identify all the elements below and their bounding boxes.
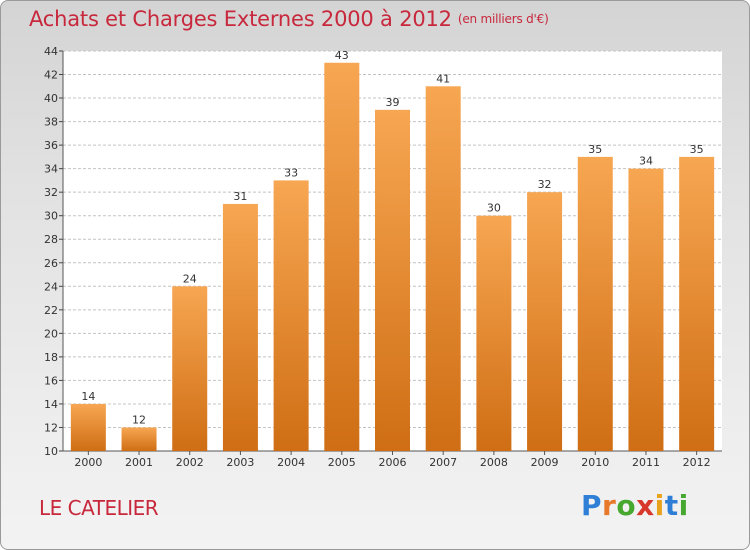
y-tick-label: 24: [44, 280, 58, 293]
y-tick-label: 36: [44, 139, 58, 152]
bar: [324, 62, 360, 451]
logo-letter: i: [678, 489, 689, 522]
x-tick-label: 2002: [176, 456, 204, 469]
data-label: 24: [183, 272, 197, 285]
x-tick-label: 2000: [74, 456, 102, 469]
proxiti-logo: Proxiti: [581, 489, 689, 522]
y-tick-label: 14: [44, 398, 58, 411]
y-tick-label: 28: [44, 233, 58, 246]
bar: [273, 180, 309, 452]
x-tick-label: 2006: [379, 456, 407, 469]
x-tick-label: 2007: [429, 456, 457, 469]
location-label: LE CATELIER: [39, 496, 159, 520]
data-label: 12: [132, 413, 146, 426]
data-label: 34: [639, 155, 653, 168]
data-label: 35: [588, 143, 602, 156]
chart-title: Achats et Charges Externes 2000 à 2012 (e…: [29, 7, 549, 31]
logo-letter: r: [602, 489, 617, 522]
y-tick-label: 32: [44, 186, 58, 199]
bar: [222, 203, 258, 451]
bar: [425, 86, 461, 451]
x-tick-label: 2001: [125, 456, 153, 469]
bar: [121, 427, 157, 451]
x-tick-label: 2003: [226, 456, 254, 469]
data-label: 31: [233, 190, 247, 203]
data-label: 30: [487, 202, 501, 215]
data-label: 43: [335, 49, 349, 62]
logo-letter: t: [664, 489, 679, 522]
y-tick-label: 30: [44, 210, 58, 223]
x-tick-label: 2004: [277, 456, 305, 469]
data-label: 32: [538, 178, 552, 191]
x-tick-label: 2010: [581, 456, 609, 469]
bar: [375, 109, 410, 451]
logo-letter: i: [654, 489, 665, 522]
bar: [70, 403, 106, 451]
logo-letter: o: [616, 489, 637, 522]
y-tick-label: 42: [44, 69, 58, 82]
y-tick-label: 16: [44, 374, 58, 387]
y-tick-label: 38: [44, 116, 58, 129]
bar: [628, 168, 664, 451]
bar: [577, 156, 613, 451]
y-tick-label: 18: [44, 351, 58, 364]
data-label: 33: [284, 166, 298, 179]
y-tick-label: 12: [44, 421, 58, 434]
data-label: 14: [81, 390, 95, 403]
logo-letter: P: [581, 489, 603, 522]
data-label: 35: [690, 143, 704, 156]
data-label: 41: [436, 72, 450, 85]
y-tick-label: 10: [44, 445, 58, 458]
x-tick-label: 2012: [683, 456, 711, 469]
data-label: 39: [386, 96, 400, 109]
x-tick-label: 2009: [531, 456, 559, 469]
y-tick-label: 40: [44, 92, 58, 105]
y-tick-label: 26: [44, 257, 58, 270]
bar: [679, 156, 715, 451]
bar: [476, 215, 512, 451]
x-tick-label: 2005: [328, 456, 356, 469]
x-tick-label: 2011: [632, 456, 660, 469]
bar: [527, 192, 563, 452]
logo-letter: x: [636, 489, 655, 522]
chart-unit: (en milliers d'€): [457, 12, 549, 26]
y-tick-label: 20: [44, 327, 58, 340]
x-tick-label: 2008: [480, 456, 508, 469]
y-tick-label: 34: [44, 163, 58, 176]
bar: [172, 286, 208, 451]
y-tick-label: 22: [44, 304, 58, 317]
y-tick-label: 44: [44, 45, 58, 58]
